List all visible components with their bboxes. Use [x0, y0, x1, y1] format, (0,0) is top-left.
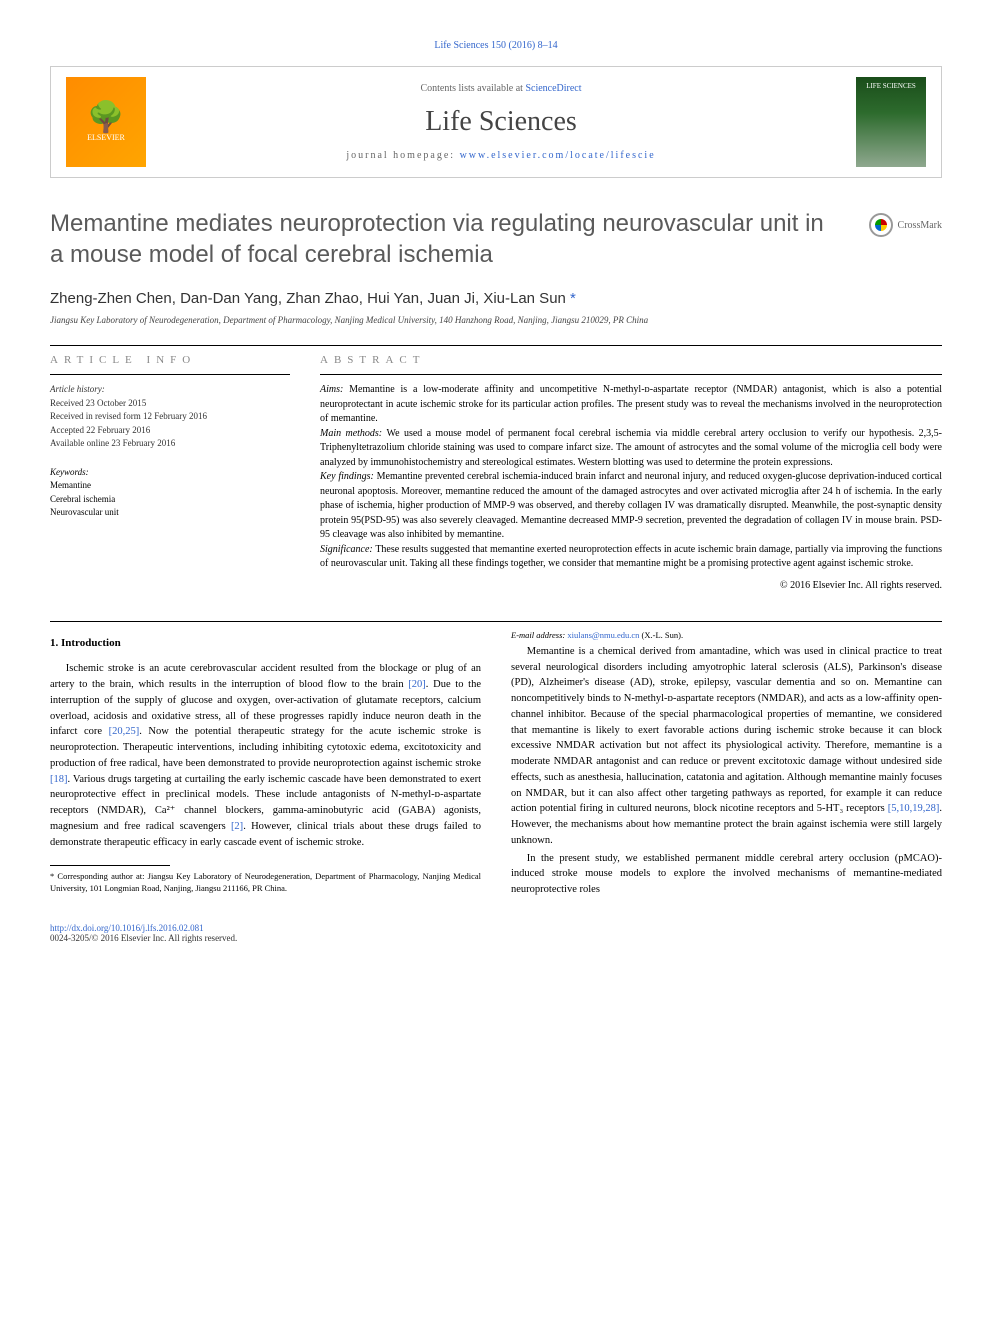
findings-text: Memantine prevented cerebral ischemia-in…: [320, 471, 942, 540]
keyword: Neurovascular unit: [50, 506, 290, 520]
elsevier-tree-icon: 🌳: [87, 103, 124, 133]
methods-text: We used a mouse model of permanent focal…: [320, 428, 942, 468]
available-date: Available online 23 February 2016: [50, 437, 290, 451]
body-paragraph: Memantine is a chemical derived from ama…: [511, 644, 942, 849]
corresponding-footnote: * Corresponding author at: Jiangsu Key L…: [50, 871, 481, 895]
reference-link[interactable]: [18]: [50, 774, 68, 785]
crossmark-icon: [869, 213, 893, 237]
page-footer: http://dx.doi.org/10.1016/j.lfs.2016.02.…: [50, 923, 942, 943]
revised-date: Received in revised form 12 February 201…: [50, 410, 290, 424]
doi-link[interactable]: http://dx.doi.org/10.1016/j.lfs.2016.02.…: [50, 923, 204, 933]
findings-label: Key findings:: [320, 471, 377, 482]
elsevier-text: ELSEVIER: [87, 133, 125, 142]
accepted-date: Accepted 22 February 2016: [50, 424, 290, 438]
journal-reference[interactable]: Life Sciences 150 (2016) 8–14: [50, 40, 942, 51]
article-body: 1. Introduction Ischemic stroke is an ac…: [50, 630, 942, 899]
aims-label: Aims:: [320, 384, 349, 395]
aims-text: Memantine is a low-moderate affinity and…: [320, 384, 942, 424]
email-footnote: E-mail address: xiulans@nmu.edu.cn (X.-L…: [511, 630, 942, 642]
homepage-url-link[interactable]: www.elsevier.com/locate/lifescie: [460, 150, 656, 161]
abstract-heading: abstract: [320, 354, 942, 366]
corresponding-author-mark[interactable]: *: [570, 290, 576, 307]
journal-homepage: journal homepage: www.elsevier.com/locat…: [146, 150, 856, 161]
received-date: Received 23 October 2015: [50, 397, 290, 411]
issn-copyright: 0024-3205/© 2016 Elsevier Inc. All right…: [50, 933, 942, 943]
significance-label: Significance:: [320, 544, 375, 555]
contents-available: Contents lists available at ScienceDirec…: [146, 83, 856, 94]
methods-label: Main methods:: [320, 428, 387, 439]
crossmark-badge[interactable]: CrossMark: [869, 213, 942, 237]
keyword: Cerebral ischemia: [50, 493, 290, 507]
reference-link[interactable]: [20]: [408, 679, 426, 690]
divider: [50, 621, 942, 622]
divider: [50, 345, 942, 346]
sciencedirect-link[interactable]: ScienceDirect: [525, 83, 581, 94]
keyword: Memantine: [50, 479, 290, 493]
elsevier-logo[interactable]: 🌳 ELSEVIER: [66, 77, 146, 167]
footnote-divider: [50, 865, 170, 866]
journal-name: Life Sciences: [146, 106, 856, 138]
journal-cover-thumbnail[interactable]: LIFE SCIENCES: [856, 77, 926, 167]
significance-text: These results suggested that memantine e…: [320, 544, 942, 570]
article-info-heading: article info: [50, 354, 290, 366]
email-link[interactable]: xiulans@nmu.edu.cn: [567, 630, 639, 640]
history-label: Article history:: [50, 383, 290, 397]
reference-link[interactable]: [2]: [231, 821, 243, 832]
body-paragraph: In the present study, we established per…: [511, 851, 942, 898]
abstract-section: abstract Aims: Memantine is a low-modera…: [320, 354, 942, 591]
reference-link[interactable]: [20,25]: [109, 726, 140, 737]
intro-heading: 1. Introduction: [50, 635, 481, 652]
reference-link[interactable]: [5,10,19,28]: [888, 803, 940, 814]
body-paragraph: Ischemic stroke is an acute cerebrovascu…: [50, 661, 481, 850]
article-info-sidebar: article info Article history: Received 2…: [50, 354, 290, 591]
copyright: © 2016 Elsevier Inc. All rights reserved…: [320, 580, 942, 591]
authors-list: Zheng-Zhen Chen, Dan-Dan Yang, Zhan Zhao…: [50, 290, 942, 307]
journal-header: 🌳 ELSEVIER Contents lists available at S…: [50, 66, 942, 178]
affiliation: Jiangsu Key Laboratory of Neurodegenerat…: [50, 315, 942, 325]
article-title: Memantine mediates neuroprotection via r…: [50, 208, 830, 270]
keywords-label: Keywords:: [50, 466, 290, 480]
